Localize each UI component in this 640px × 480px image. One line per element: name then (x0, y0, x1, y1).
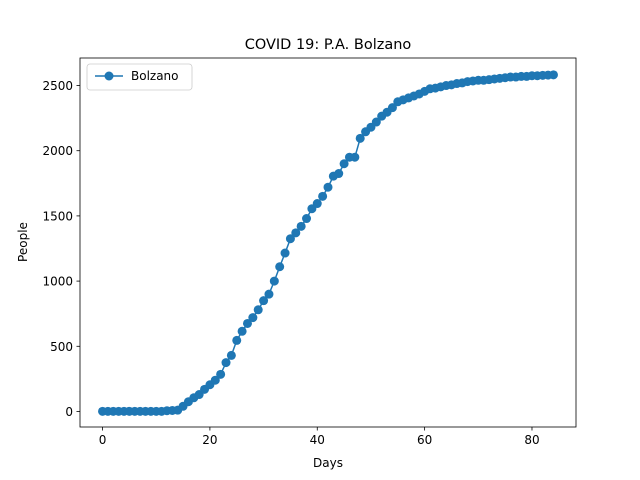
data-point (355, 133, 365, 143)
data-point (302, 214, 312, 224)
data-point (210, 375, 220, 385)
data-point (232, 335, 242, 345)
data-point (248, 313, 258, 323)
data-point (291, 228, 301, 238)
data-point (548, 70, 558, 80)
data-point (387, 103, 397, 113)
data-point (221, 358, 231, 368)
data-point (275, 262, 285, 272)
y-tick-label: 1500 (42, 209, 73, 223)
data-point (285, 234, 295, 244)
data-point (216, 369, 226, 379)
x-tick-label: 60 (417, 433, 432, 447)
data-point (280, 248, 290, 258)
data-point (350, 152, 360, 162)
data-point (371, 117, 381, 127)
data-point (339, 159, 349, 169)
y-tick-label: 500 (50, 340, 73, 354)
y-tick-label: 2000 (42, 144, 73, 158)
x-tick-label: 0 (99, 433, 107, 447)
chart-title: COVID 19: P.A. Bolzano (245, 37, 412, 53)
y-axis-label: People (16, 222, 30, 262)
x-axis-label: Days (313, 456, 343, 470)
y-tick-label: 2500 (42, 79, 73, 93)
y-tick-label: 0 (65, 405, 73, 419)
data-point (237, 326, 247, 336)
legend-label: Bolzano (131, 69, 179, 83)
data-point (269, 276, 279, 286)
data-point (323, 182, 333, 192)
data-point (226, 350, 236, 360)
data-point (296, 221, 306, 231)
x-tick-label: 40 (310, 433, 325, 447)
y-tick-label: 1000 (42, 275, 73, 289)
data-point (259, 296, 269, 306)
data-point (318, 191, 328, 201)
axes-frame (79, 57, 577, 428)
data-point (242, 318, 252, 328)
x-tick-label: 20 (202, 433, 217, 447)
legend-marker (104, 71, 114, 81)
x-tick-label: 80 (524, 433, 539, 447)
legend: Bolzano (86, 63, 193, 91)
data-point (264, 289, 274, 299)
data-point (334, 169, 344, 179)
data-point (253, 305, 263, 315)
plot-area (98, 70, 558, 416)
legend-box (86, 63, 193, 91)
data-point (312, 199, 322, 209)
